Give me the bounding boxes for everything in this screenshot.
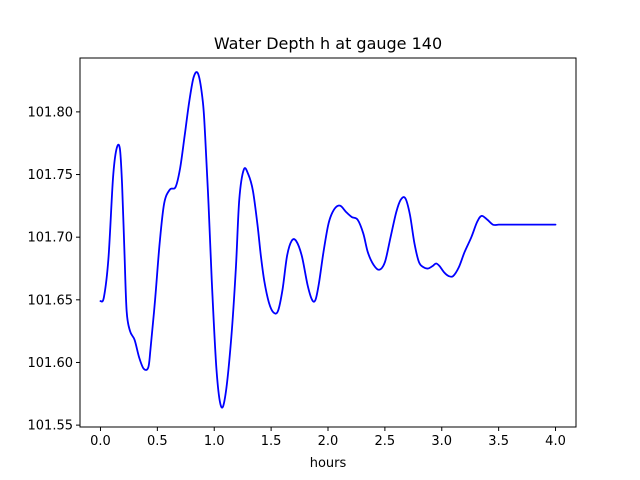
x-tick-label: 0.0 — [90, 434, 111, 449]
x-tick-label: 0.5 — [147, 434, 168, 449]
x-tick-label: 2.0 — [318, 434, 339, 449]
y-tick-label: 101.80 — [28, 105, 74, 120]
y-axis: 101.55 101.60 101.65 101.70 101.75 101.80 — [28, 105, 80, 434]
x-tick-label: 1.5 — [261, 434, 282, 449]
x-tick-label: 1.0 — [204, 434, 225, 449]
y-tick-label: 101.75 — [28, 168, 74, 183]
x-axis: 0.0 0.5 1.0 1.5 2.0 2.5 3.0 3.5 4.0 — [90, 427, 566, 449]
chart-title: Water Depth h at gauge 140 — [214, 34, 442, 53]
x-tick-label: 2.5 — [375, 434, 396, 449]
x-axis-label: hours — [310, 456, 347, 471]
y-tick-label: 101.55 — [28, 419, 74, 434]
x-tick-label: 3.0 — [431, 434, 452, 449]
axes-frame — [79, 57, 577, 428]
y-tick-label: 101.65 — [28, 293, 74, 308]
series-line — [99, 71, 557, 409]
y-tick-label: 101.60 — [28, 356, 74, 371]
y-tick-label: 101.70 — [28, 231, 74, 246]
plot-area — [99, 71, 557, 409]
x-tick-label: 4.0 — [545, 434, 566, 449]
x-tick-label: 3.5 — [488, 434, 509, 449]
